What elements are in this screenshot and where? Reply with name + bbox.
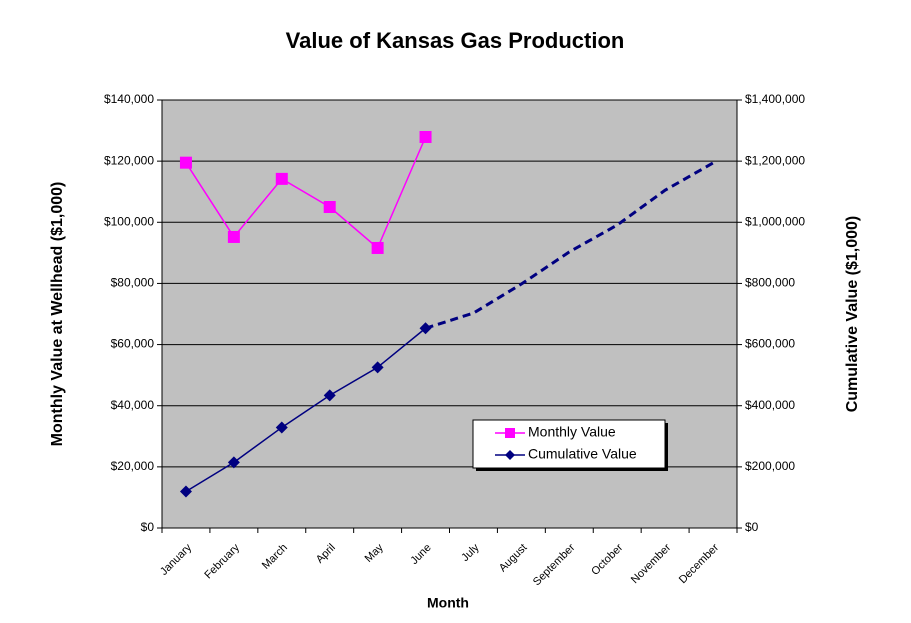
series-line — [185, 327, 427, 493]
x-tick-label: February — [202, 541, 242, 581]
marker — [227, 456, 240, 469]
legend: Monthly Value Cumulative Value — [472, 419, 668, 471]
y-tick-label: $80,000 — [111, 276, 155, 290]
y-tick-label: $100,000 — [104, 214, 154, 228]
y-axis-title: Monthly Value at Wellhead ($1,000) — [49, 182, 66, 447]
x-tick-label: April — [314, 542, 338, 566]
x-tick-label: July — [459, 541, 482, 564]
x-tick-label: August — [497, 542, 530, 575]
marker — [323, 389, 336, 402]
x-tick-label: November — [629, 541, 674, 586]
y2-tick-label: $1,200,000 — [745, 153, 805, 167]
marker — [371, 361, 384, 374]
marker — [275, 421, 288, 434]
marker — [227, 230, 240, 243]
series-line — [185, 136, 427, 250]
x-tick-label: March — [260, 542, 290, 572]
y2-tick-label: $1,400,000 — [745, 92, 805, 106]
marker — [179, 485, 192, 498]
x-tick-label: June — [408, 542, 433, 567]
x-tick-label: September — [531, 541, 578, 588]
y-tick-label: $40,000 — [111, 398, 155, 412]
y2-tick-label: $0 — [745, 520, 759, 534]
y-tick-label: $20,000 — [111, 459, 155, 473]
legend-marker — [505, 428, 515, 438]
y2-axis-title: Cumulative Value ($1,000) — [844, 216, 861, 413]
x-tick-label: October — [589, 541, 625, 577]
y2-tick-label: $200,000 — [745, 459, 795, 473]
marker — [275, 172, 288, 185]
y-tick-label: $140,000 — [104, 92, 154, 106]
y-tick-label: $60,000 — [111, 337, 155, 351]
y-tick-label: $120,000 — [104, 153, 154, 167]
series-line — [425, 161, 714, 330]
x-tick-label: January — [158, 541, 195, 578]
y2-tick-label: $600,000 — [745, 337, 795, 351]
marker — [419, 130, 432, 143]
marker — [323, 201, 336, 213]
x-axis-title: Month — [427, 595, 469, 611]
marker — [371, 241, 384, 254]
x-tick-label: December — [677, 541, 722, 586]
legend-label: Monthly Value — [528, 424, 616, 440]
y2-tick-label: $400,000 — [745, 398, 795, 412]
marker — [179, 156, 192, 169]
y-tick-label: $0 — [141, 520, 155, 534]
chart-title: Value of Kansas Gas Production — [286, 28, 625, 53]
legend-marker — [505, 450, 515, 460]
y2-tick-label: $1,000,000 — [745, 214, 805, 228]
x-tick-label: May — [363, 541, 387, 565]
y2-tick-label: $800,000 — [745, 276, 795, 290]
legend-label: Cumulative Value — [528, 446, 637, 462]
